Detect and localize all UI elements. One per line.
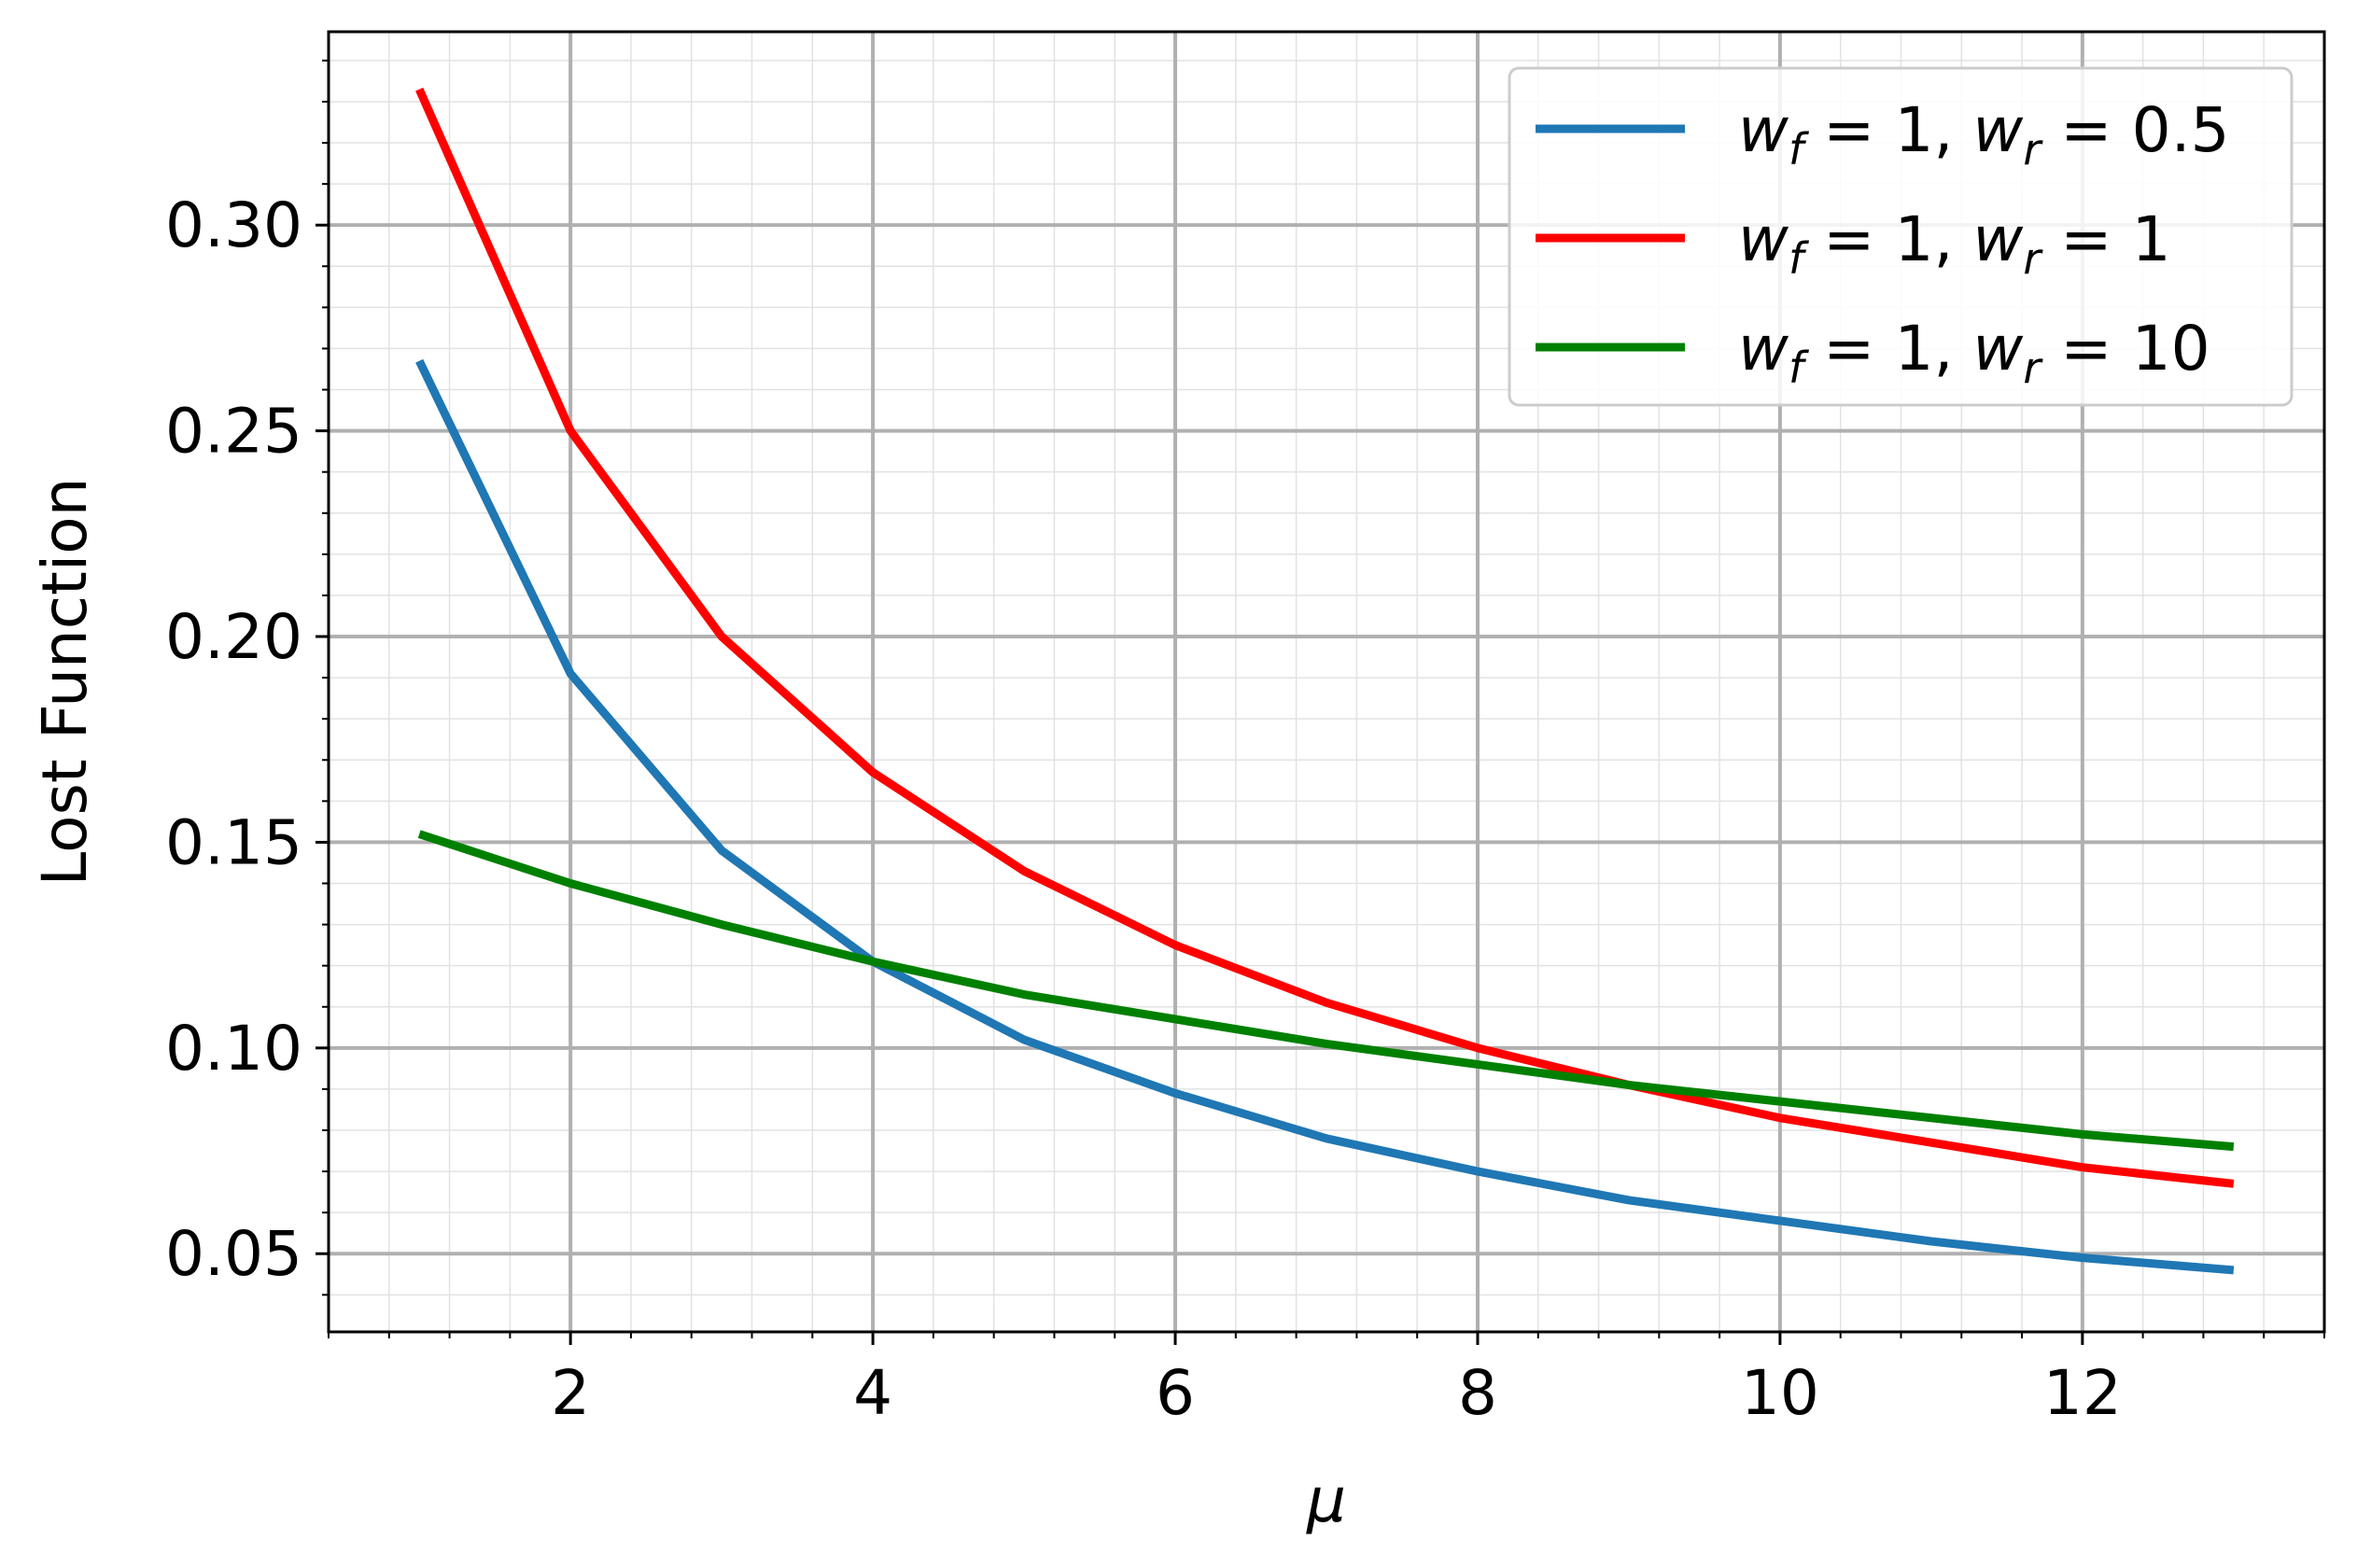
x-tick-label: 6 [1156, 1357, 1195, 1429]
y-tick-label: 0.30 [165, 189, 302, 261]
series-line-0 [415, 358, 2235, 1275]
legend-label: wf = 1, wr = 10 [1738, 313, 2210, 393]
axis-ticks [316, 59, 2325, 1345]
legend-box [1508, 66, 2294, 407]
y-tick-label: 0.05 [165, 1218, 302, 1290]
legend-entry: wf = 1, wr = 0.5 [1536, 94, 2230, 175]
plot-frame [327, 30, 2326, 1334]
x-axis-title: μ [1306, 1464, 1346, 1536]
legend-label: wf = 1, wr = 1 [1738, 203, 2171, 284]
x-tick-label: 2 [551, 1357, 590, 1429]
y-tick-label: 0.15 [165, 806, 302, 878]
legend: wf = 1, wr = 0.5 wf = 1, wr = 1 wf = 1, … [1508, 66, 2294, 407]
y-tick-label: 0.20 [165, 601, 302, 673]
x-tick-label: 4 [853, 1357, 892, 1429]
x-tick-label: 12 [2043, 1357, 2122, 1429]
series-line-2 [417, 830, 2235, 1152]
y-axis-title: Lost Function [29, 478, 101, 887]
legend-entry: wf = 1, wr = 10 [1536, 313, 2210, 393]
x-tick-label: 8 [1458, 1357, 1497, 1429]
y-tick-label: 0.10 [165, 1013, 302, 1085]
series-line-1 [415, 87, 2235, 1188]
legend-label: wf = 1, wr = 0.5 [1738, 94, 2230, 175]
y-tick-label: 0.25 [165, 396, 302, 468]
major-grid [329, 32, 2324, 1332]
legend-entry: wf = 1, wr = 1 [1536, 203, 2171, 284]
series-lines [415, 87, 2235, 1275]
x-tick-label: 10 [1741, 1357, 1819, 1429]
tick-labels: 2 4 6 8 10 12 0.05 0.10 0.15 0.20 0.25 0.30 [165, 189, 2122, 1429]
